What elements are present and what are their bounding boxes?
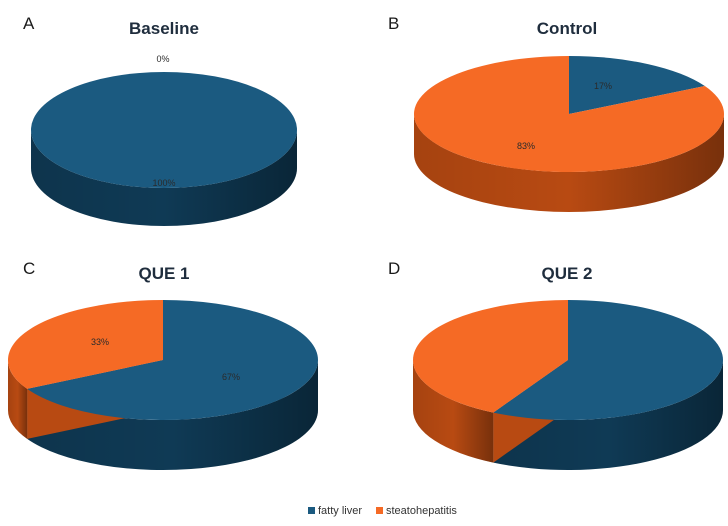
data-label-steatohepatitis: 0% <box>156 54 169 64</box>
panel-letter-a: A <box>23 14 35 33</box>
panel-letter-c: C <box>23 259 35 278</box>
panel-d: D QUE 2 <box>388 259 724 470</box>
data-label-fatty-liver: 100% <box>152 178 175 188</box>
legend-label-steatohepatitis: steatohepatitis <box>386 505 457 517</box>
pie-slice-steatohepatitis <box>8 300 164 389</box>
panel-c: C QUE 1 67% 33% <box>8 259 319 471</box>
data-label-steatohepatitis: 83% <box>517 141 535 151</box>
panel-letter-b: B <box>388 14 399 33</box>
panel-b: B Control 17% 83% <box>388 14 724 212</box>
legend-label-fatty-liver: fatty liver <box>318 505 362 517</box>
data-label-fatty-liver: 17% <box>594 81 612 91</box>
data-label-fatty-liver: 67% <box>222 372 240 382</box>
pie-slice-fatty-liver <box>31 72 297 188</box>
pie-slice-steatohepatitis <box>413 300 568 413</box>
legend-swatch-steatohepatitis <box>376 507 383 514</box>
panel-title-c: QUE 1 <box>138 264 189 283</box>
pie-side-shade <box>8 360 28 439</box>
pie-slice-fatty-liver <box>493 300 724 420</box>
data-label-steatohepatitis: 33% <box>91 337 109 347</box>
panel-title-b: Control <box>537 19 597 38</box>
pie-side-shade <box>493 360 723 470</box>
pie-side-shade <box>31 130 297 226</box>
legend: fatty liver steatohepatitis <box>308 505 457 517</box>
panel-a: A Baseline 100% 0% <box>23 14 297 226</box>
pie-side-shade <box>27 360 319 471</box>
legend-swatch-fatty-liver <box>308 507 315 514</box>
pie-chart-control: 17% 83% <box>413 56 724 212</box>
pie-chart-baseline: 100% 0% <box>31 54 297 226</box>
pie-chart-que-2 <box>412 300 724 470</box>
panel-title-d: QUE 2 <box>541 264 592 283</box>
panel-title-a: Baseline <box>129 19 199 38</box>
pie-side-shade <box>412 360 494 463</box>
pie-side-shade <box>414 114 724 212</box>
pie-slice-fatty-liver <box>27 300 319 421</box>
pie-slice-steatohepatitis <box>413 56 724 172</box>
pie-slice-fatty-liver <box>569 56 705 114</box>
panel-letter-d: D <box>388 259 400 278</box>
pie-chart-que-1: 67% 33% <box>8 300 319 471</box>
